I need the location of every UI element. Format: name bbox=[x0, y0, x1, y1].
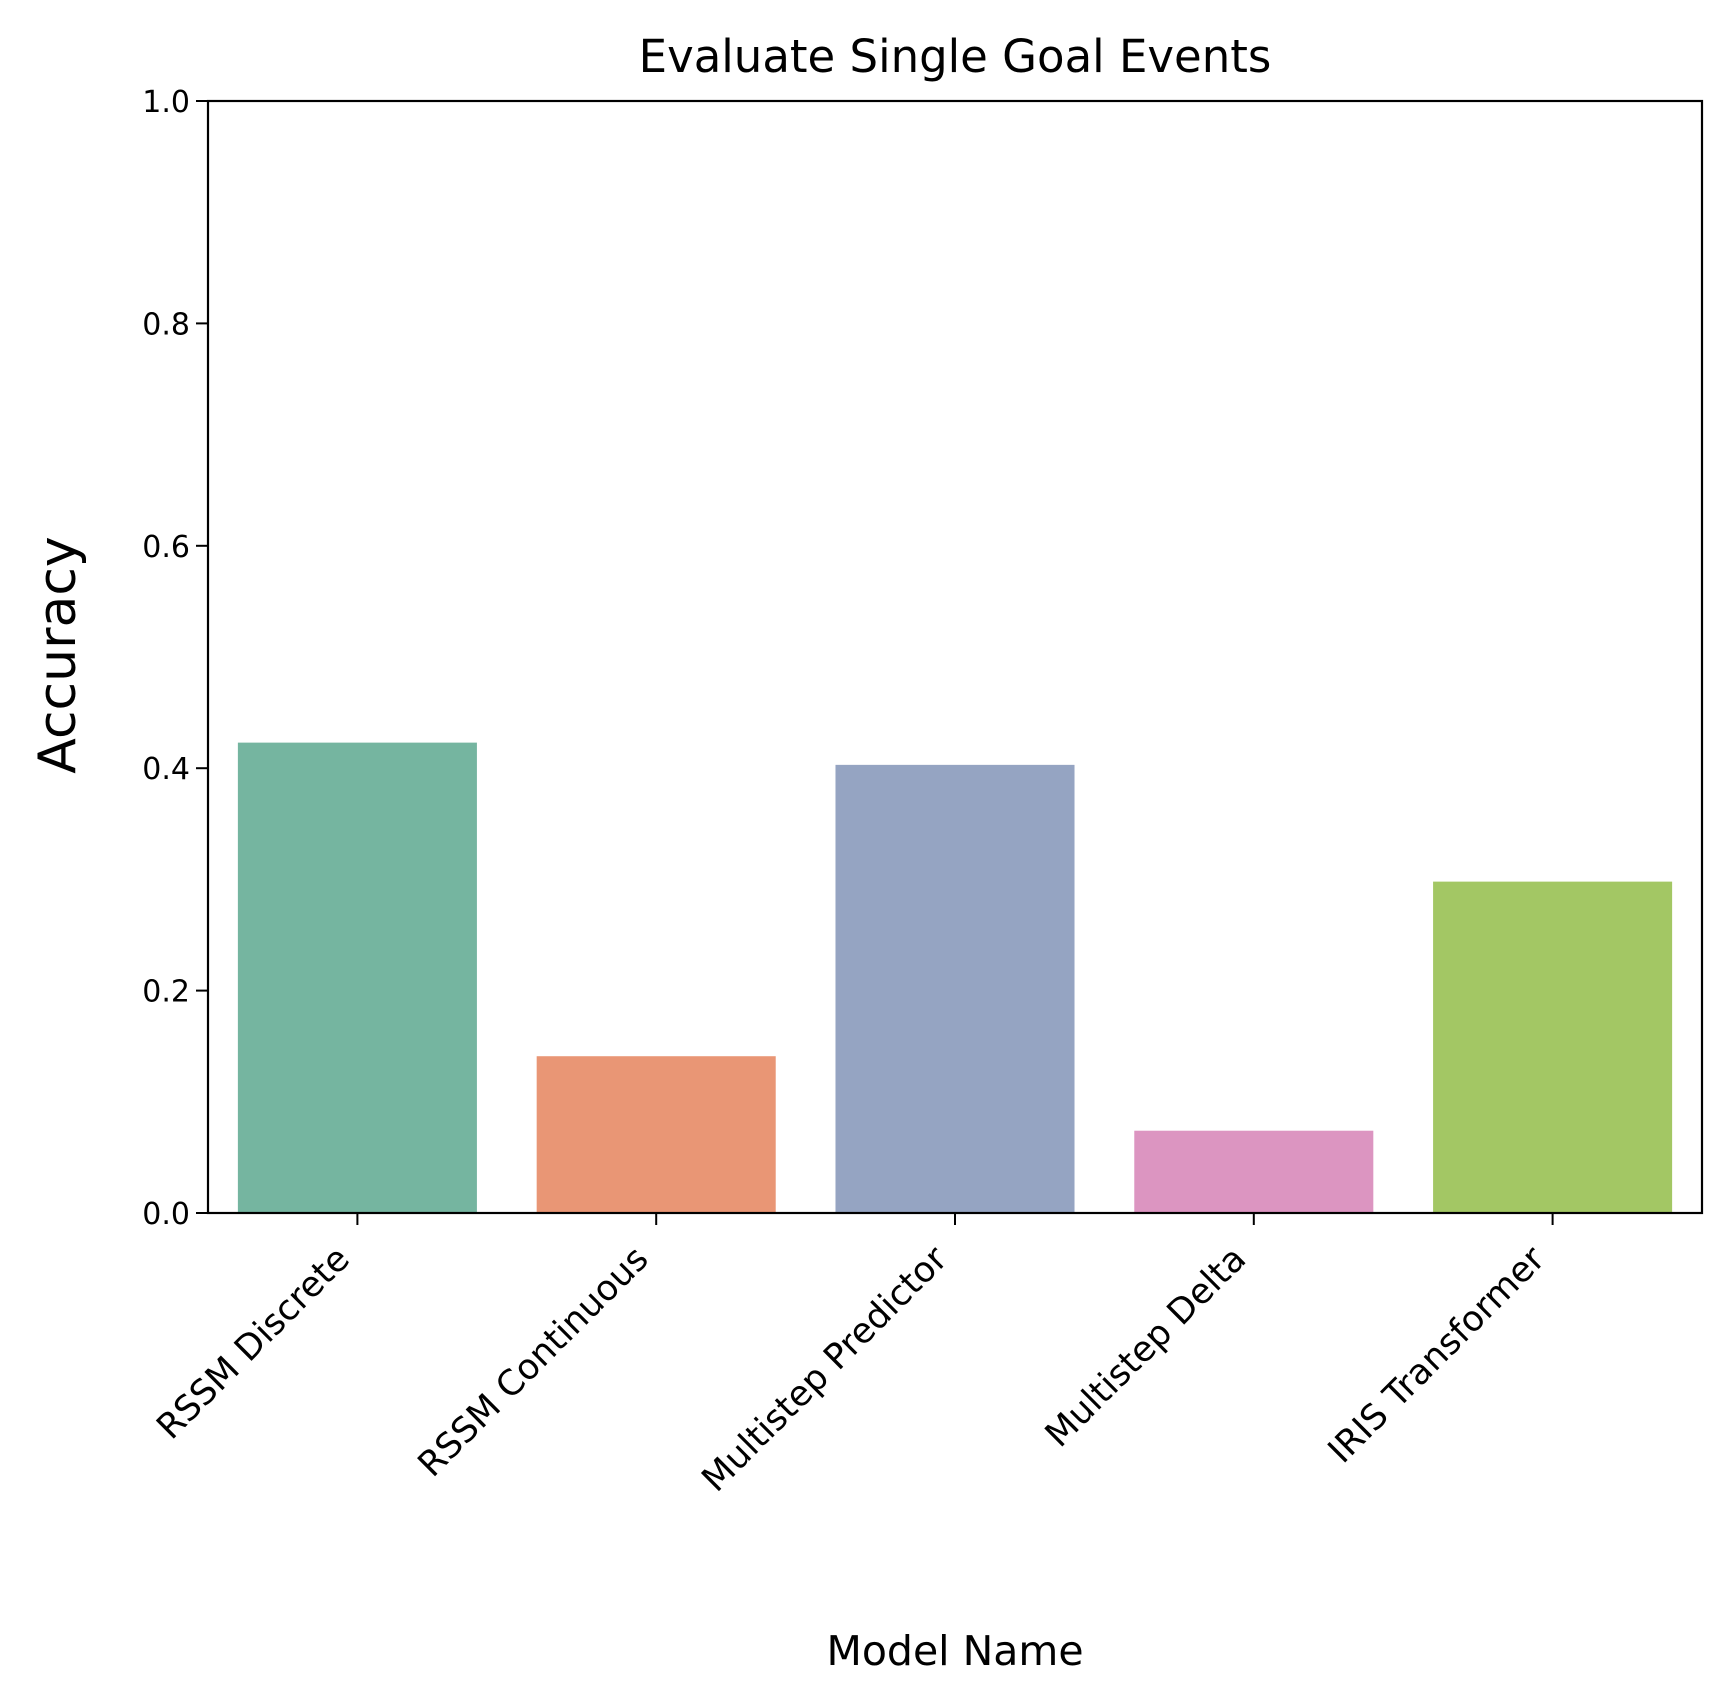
x-tick-label: RSSM Discrete bbox=[149, 1239, 357, 1447]
y-tick-label: 0.8 bbox=[142, 307, 190, 342]
x-tick-label: IRIS Transformer bbox=[1321, 1239, 1554, 1472]
x-tick-label: RSSM Continuous bbox=[411, 1239, 657, 1485]
plot-frame bbox=[206, 99, 1704, 1215]
y-tick-label: 1.0 bbox=[142, 85, 190, 120]
bar-rssm-continuous bbox=[536, 1056, 776, 1213]
x-tick-label: Multistep Predictor bbox=[695, 1239, 956, 1500]
x-axis-title: Model Name bbox=[826, 1627, 1083, 1675]
chart-title: Evaluate Single Goal Events bbox=[639, 30, 1272, 83]
y-tick-label: 0.2 bbox=[142, 975, 190, 1010]
y-axis-title: Accuracy bbox=[28, 536, 88, 773]
bars-layer bbox=[237, 742, 1673, 1213]
y-tick-label: 0.4 bbox=[142, 752, 190, 787]
y-tick-label: 0.0 bbox=[142, 1197, 190, 1232]
y-tick-label: 0.6 bbox=[142, 530, 190, 565]
bar-multistep-delta bbox=[1134, 1130, 1374, 1213]
bar-multistep-predictor bbox=[835, 764, 1075, 1213]
bar-rssm-discrete bbox=[237, 742, 477, 1213]
x-tick-label: Multistep Delta bbox=[1038, 1239, 1254, 1455]
bar-iris-transformer bbox=[1433, 881, 1673, 1213]
